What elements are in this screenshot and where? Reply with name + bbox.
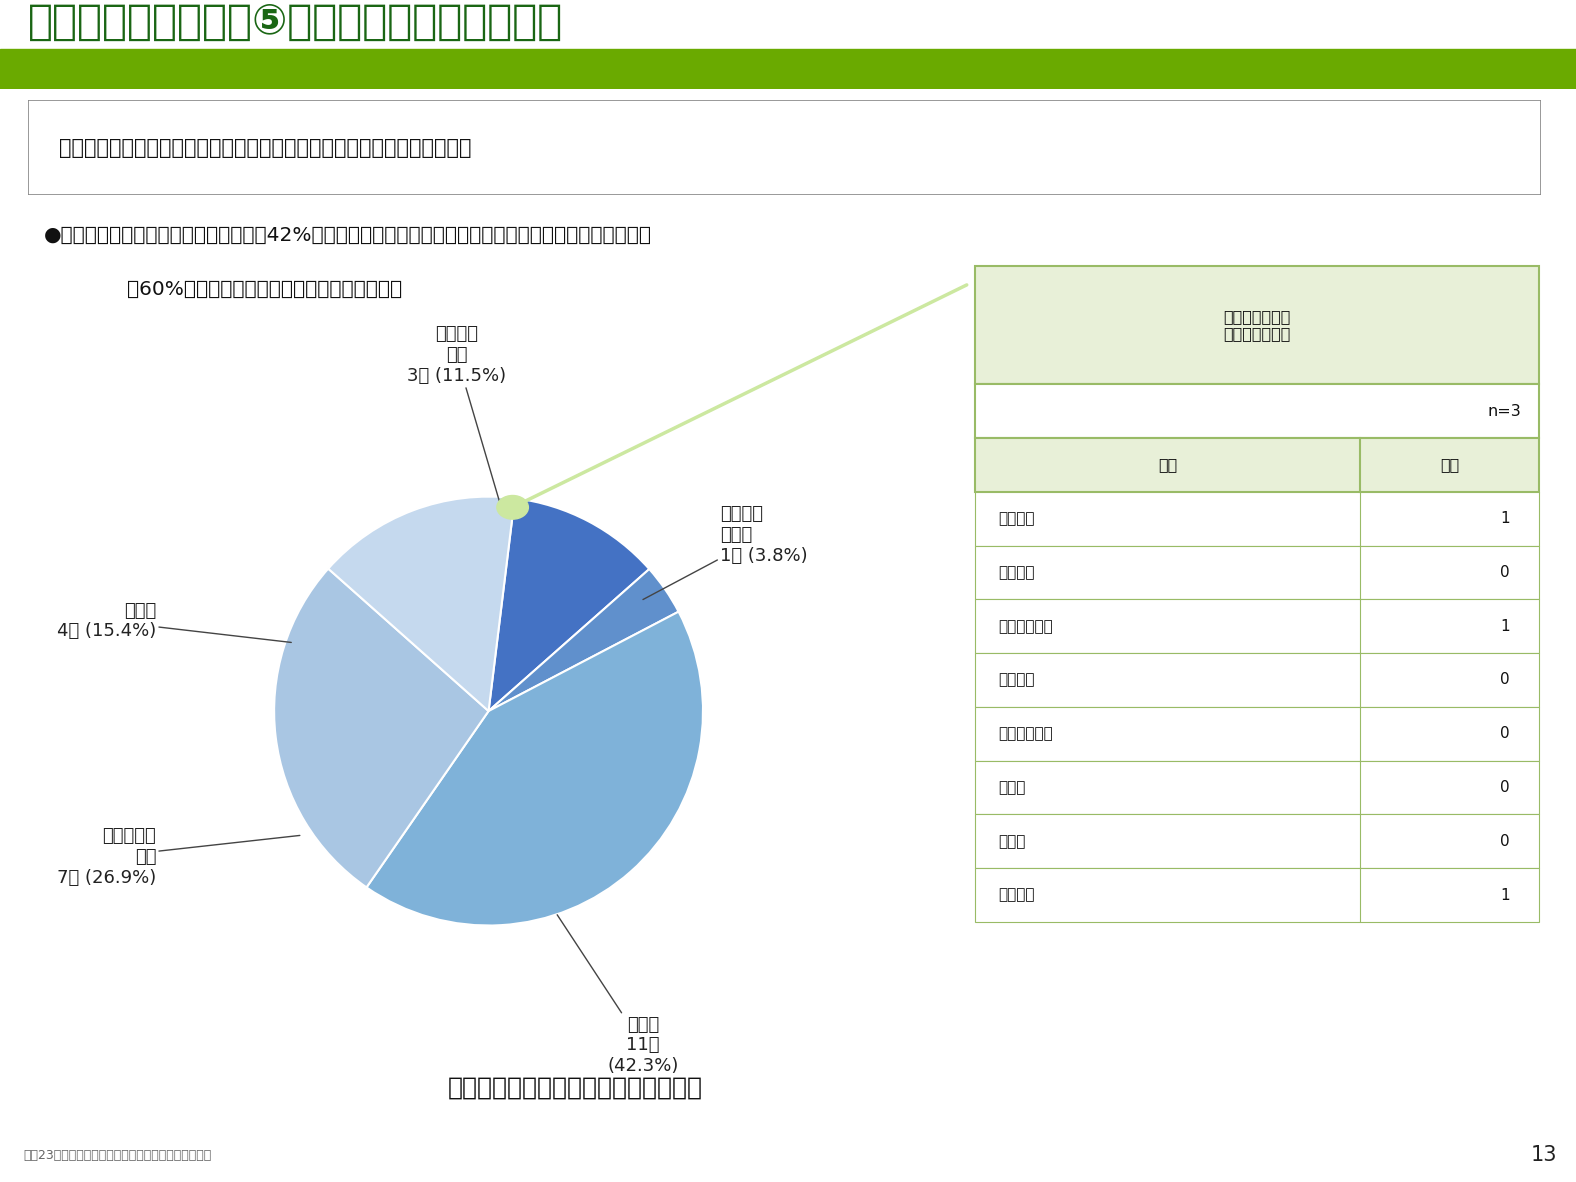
- Text: 分野: 分野: [1158, 457, 1177, 473]
- Text: 1: 1: [1500, 511, 1510, 526]
- Bar: [976, 814, 1538, 869]
- Text: 0: 0: [1500, 565, 1510, 580]
- Bar: [976, 654, 1538, 707]
- Text: 平成23年度　デジタル環境改善モデル事業　採択結果: 平成23年度 デジタル環境改善モデル事業 採択結果: [24, 1149, 211, 1162]
- Bar: [976, 761, 1538, 814]
- Bar: [976, 869, 1538, 922]
- Text: 問：今年〜来年度、当事業への参加（事業提案）のご意向はありますか。: 問：今年〜来年度、当事業への参加（事業提案）のご意向はありますか。: [58, 138, 471, 157]
- Text: 提案したい分野
（複数回答可）: 提案したい分野 （複数回答可）: [1223, 309, 1291, 342]
- Bar: [976, 266, 1538, 384]
- Text: アンケート調査結果⑤　（事業への申請意向）: アンケート調査結果⑤ （事業への申請意向）: [28, 1, 564, 44]
- Wedge shape: [489, 569, 679, 712]
- Circle shape: [496, 495, 528, 519]
- Bar: [976, 492, 1538, 546]
- Text: 回答なし: 回答なし: [998, 888, 1034, 903]
- Text: 直接浄化: 直接浄化: [998, 673, 1034, 688]
- Bar: [976, 546, 1538, 599]
- Bar: [976, 384, 1538, 439]
- Text: 0: 0: [1500, 726, 1510, 741]
- Text: 1: 1: [1500, 888, 1510, 903]
- Text: 今年提案
予定
3件 (11.5%): 今年提案 予定 3件 (11.5%): [407, 325, 506, 501]
- Bar: [976, 439, 1538, 492]
- Wedge shape: [274, 569, 489, 888]
- Text: 0: 0: [1500, 780, 1510, 795]
- Text: 約60%が本事業への申請を念頭に置いている。: 約60%が本事業への申請を念頭に置いている。: [126, 280, 402, 299]
- Wedge shape: [328, 496, 515, 712]
- Text: 図　事業への申請意向　（ｎ＝２６）: 図 事業への申請意向 （ｎ＝２６）: [448, 1076, 703, 1099]
- Text: 未回答
4件 (15.4%): 未回答 4件 (15.4%): [57, 602, 292, 643]
- Text: 来年度提
案予定
1件 (3.8%): 来年度提 案予定 1件 (3.8%): [643, 506, 808, 599]
- Text: 再利用: 再利用: [998, 780, 1026, 795]
- Bar: [976, 707, 1538, 761]
- Bar: [0, 48, 1576, 89]
- Text: 0: 0: [1500, 673, 1510, 688]
- Text: 下水処理: 下水処理: [998, 565, 1034, 580]
- Bar: [976, 599, 1538, 654]
- Text: n=3: n=3: [1488, 403, 1521, 418]
- Text: ●　「検討中」という回答が最も多く（42%）、「検討中」までの前向きな回答を合わせると、参加企業の: ● 「検討中」という回答が最も多く（42%）、「検討中」までの前向きな回答を合わ…: [44, 226, 651, 245]
- Text: 今のところ
ない
7件 (26.9%): 今のところ ない 7件 (26.9%): [57, 827, 299, 886]
- Text: その他: その他: [998, 833, 1026, 849]
- Text: 生活排水: 生活排水: [998, 511, 1034, 526]
- Text: 13: 13: [1530, 1145, 1557, 1165]
- Text: モニタリング: モニタリング: [998, 726, 1053, 741]
- Text: 0: 0: [1500, 833, 1510, 849]
- Text: 1: 1: [1500, 618, 1510, 634]
- Wedge shape: [367, 611, 703, 926]
- Wedge shape: [489, 498, 649, 712]
- Text: 件数: 件数: [1440, 457, 1459, 473]
- Text: 検討中
11件
(42.3%): 検討中 11件 (42.3%): [558, 915, 679, 1076]
- Text: 産業排水処理: 産業排水処理: [998, 618, 1053, 634]
